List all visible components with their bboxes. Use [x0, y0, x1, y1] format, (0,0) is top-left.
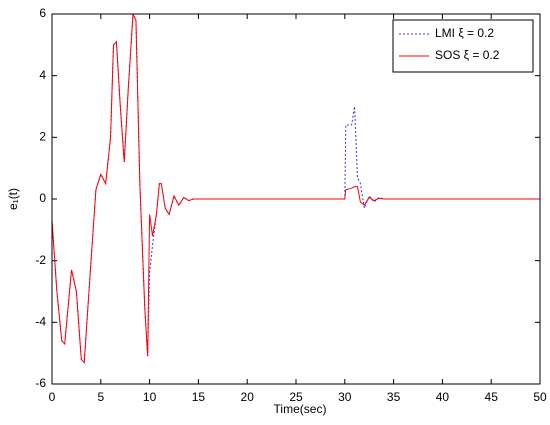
y-tick-label: 0: [39, 191, 46, 205]
x-tick-label: 35: [387, 390, 401, 404]
plot-frame: [51, 13, 541, 385]
x-tick-label: 40: [436, 390, 450, 404]
series-line: [52, 14, 540, 364]
y-tick-label: 2: [39, 130, 46, 144]
x-tick-label: 45: [485, 390, 499, 404]
y-tick-label: 4: [39, 68, 46, 82]
x-tick-label: 10: [143, 390, 157, 404]
y-tick-label: -4: [35, 315, 46, 329]
legend-label: SOS ξ = 0.2: [435, 48, 500, 62]
x-tick-label: 15: [192, 390, 206, 404]
legend-label: LMI ξ = 0.2: [435, 26, 494, 40]
y-tick-label: -2: [35, 253, 46, 267]
x-tick-label: 0: [49, 390, 56, 404]
series-line: [52, 14, 540, 364]
legend-box: [392, 19, 534, 73]
y-axis-label: e₁(t): [6, 188, 20, 210]
x-tick-label: 30: [338, 390, 352, 404]
x-axis-label: Time(sec): [274, 402, 327, 416]
x-tick-label: 5: [97, 390, 104, 404]
y-tick-label: -6: [35, 376, 46, 390]
x-tick-label: 25: [289, 390, 303, 404]
y-tick-label: 6: [39, 6, 46, 20]
x-tick-label: 50: [533, 390, 547, 404]
x-tick-label: 20: [241, 390, 255, 404]
